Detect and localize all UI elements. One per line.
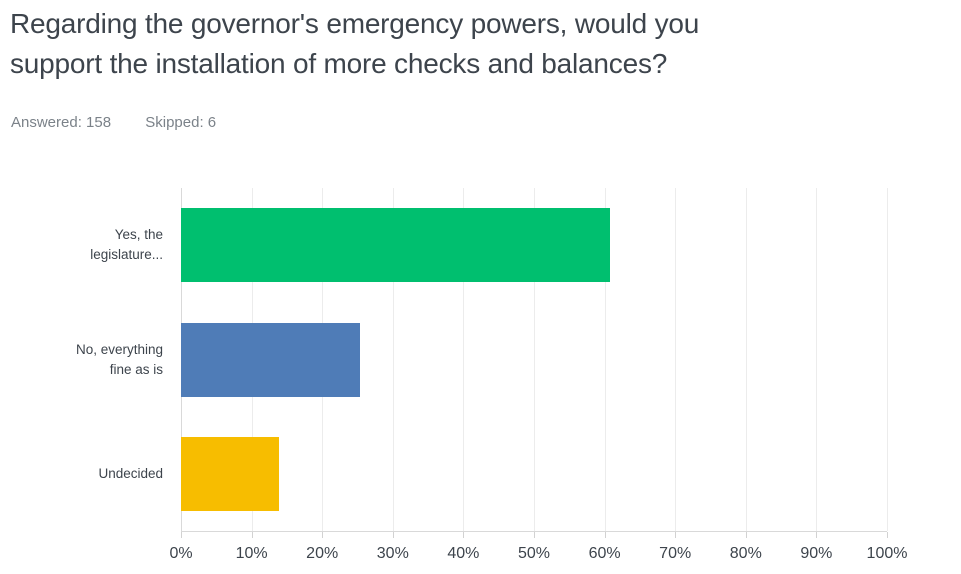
value-axis: 0% 10% 20% 30% 40% 50% 60% 70% 80% 90% 100%: [169, 532, 907, 574]
question-title-line1: Regarding the governor's emergency power…: [10, 8, 700, 39]
bar[interactable]: [181, 322, 360, 397]
axis-tick-mark: [322, 532, 324, 538]
question-title: Regarding the governor's emergency power…: [10, 4, 955, 84]
axis-tick-label: 30%: [376, 545, 409, 562]
skipped-count: Skipped: 6: [145, 114, 217, 131]
category-axis: Yes, the legislature... No, everything fi…: [53, 188, 163, 531]
axis-tick-mark: [675, 532, 677, 538]
gridline: [816, 188, 818, 531]
gridline: [463, 188, 465, 531]
category-label: Yes, the legislature...: [90, 227, 163, 263]
axis-tick-label: 40%: [447, 545, 480, 562]
category-label: No, everything fine as is: [75, 341, 163, 377]
plot-area: [181, 188, 888, 532]
gridline: [604, 188, 606, 531]
axis-tick-mark: [534, 532, 535, 538]
axis-tick-label: 10%: [235, 545, 268, 562]
axis-tick-mark: [251, 532, 253, 538]
axis-tick-label: 50%: [517, 545, 551, 562]
gridline: [675, 188, 677, 531]
bar[interactable]: [181, 436, 280, 511]
question-title-line2: support the installation of more checks …: [10, 48, 668, 79]
gridline: [887, 188, 888, 531]
category-label: Undecided: [98, 465, 163, 481]
axis-tick-mark: [463, 532, 465, 538]
gridline: [392, 188, 394, 531]
axis-tick-mark: [604, 532, 606, 538]
axis-tick-label: 90%: [800, 545, 833, 562]
axis-tick-label: 60%: [588, 545, 621, 562]
answered-count: Answered: 158: [11, 114, 112, 131]
axis-tick-mark: [181, 532, 182, 538]
axis-tick-label: 80%: [729, 545, 762, 562]
axis-tick-mark: [887, 532, 888, 538]
axis-tick-mark: [745, 532, 747, 538]
gridline: [534, 188, 535, 531]
axis-tick-label: 20%: [306, 545, 339, 562]
axis-tick-label: 100%: [866, 545, 908, 562]
response-stats: Answered: 158 Skipped: 6: [11, 114, 216, 131]
bar[interactable]: [181, 208, 610, 283]
axis-tick-label: 0%: [169, 545, 193, 562]
axis-tick-mark: [816, 532, 818, 538]
axis-tick-label: 70%: [659, 545, 692, 562]
axis-tick-mark: [392, 532, 394, 538]
gridline: [745, 188, 747, 531]
